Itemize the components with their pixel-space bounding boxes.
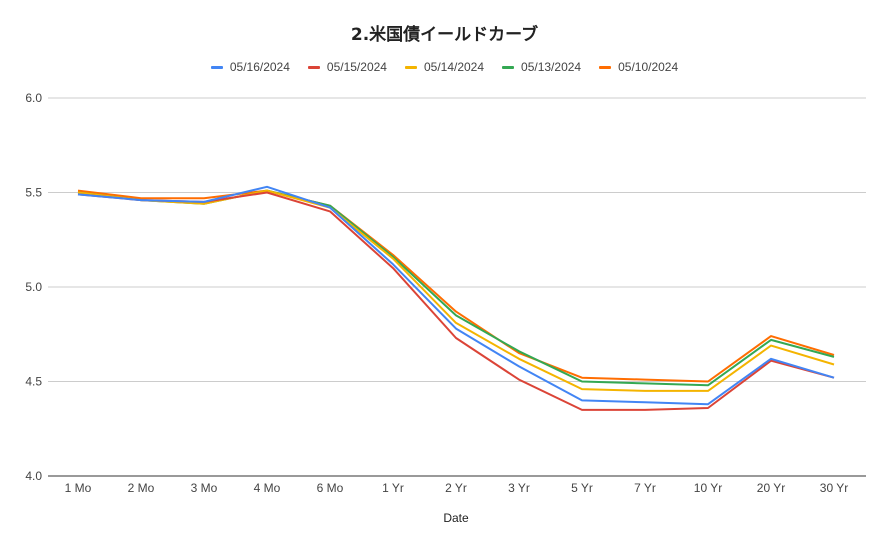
x-tick-label: 2 Yr	[445, 481, 467, 495]
x-tick-label: 20 Yr	[757, 481, 785, 495]
x-tick-label: 4 Mo	[254, 481, 281, 495]
y-tick-label: 4.0	[25, 469, 42, 483]
legend: 05/16/2024 05/15/2024 05/14/2024 05/13/2024…	[0, 60, 889, 74]
gridlines	[48, 97, 866, 477]
legend-swatch	[404, 65, 417, 69]
x-tick-label: 1 Yr	[382, 481, 404, 495]
y-tick-label: 4.5	[25, 375, 42, 389]
legend-item[interactable]: 05/13/2024	[502, 60, 581, 74]
series-line-0	[77, 185, 835, 406]
x-tick-label: 30 Yr	[820, 481, 848, 495]
legend-swatch	[210, 65, 223, 69]
chart-title: 2.米国債イールドカーブ	[350, 25, 539, 45]
x-tick-label: 6 Mo	[317, 481, 344, 495]
y-tick-label: 5.0	[25, 280, 42, 294]
x-axis-ticks: 1 Mo 2 Mo 3 Mo 4 Mo 6 Mo 1 Yr 2 Yr 3 Yr 5 Yr 7 Yr…	[65, 481, 849, 495]
legend-label: 05/16/2024	[229, 60, 290, 74]
series-lines	[77, 185, 835, 411]
x-tick-label: 3 Yr	[508, 481, 530, 495]
legend-item[interactable]: 05/10/2024	[599, 60, 678, 74]
legend-label: 05/13/2024	[521, 60, 582, 74]
x-tick-label: 7 Yr	[634, 481, 656, 495]
legend-label: 05/10/2024	[618, 60, 679, 74]
legend-label: 05/15/2024	[326, 60, 387, 74]
y-axis-ticks: 6.0 5.5 5.0 4.5 4.0	[25, 91, 42, 483]
x-tick-label: 2 Mo	[128, 481, 155, 495]
x-tick-label: 10 Yr	[694, 481, 722, 495]
y-tick-label: 6.0	[25, 91, 42, 105]
x-tick-label: 3 Mo	[191, 481, 218, 495]
y-tick-label: 5.5	[25, 186, 42, 200]
legend-swatch	[307, 65, 320, 69]
x-tick-label: 5 Yr	[571, 481, 593, 495]
legend-item[interactable]: 05/16/2024	[210, 60, 290, 74]
legend-label: 05/14/2024	[423, 60, 485, 74]
series-line-2	[77, 189, 835, 392]
legend-swatch	[502, 65, 515, 69]
series-line-3	[77, 189, 835, 387]
x-tick-label: 1 Mo	[65, 481, 92, 495]
legend-swatch	[599, 65, 612, 69]
legend-item[interactable]: 05/15/2024	[307, 60, 387, 74]
series-line-4	[77, 189, 835, 383]
x-axis-title: Date	[443, 511, 469, 525]
legend-item[interactable]: 05/14/2024	[404, 60, 485, 74]
